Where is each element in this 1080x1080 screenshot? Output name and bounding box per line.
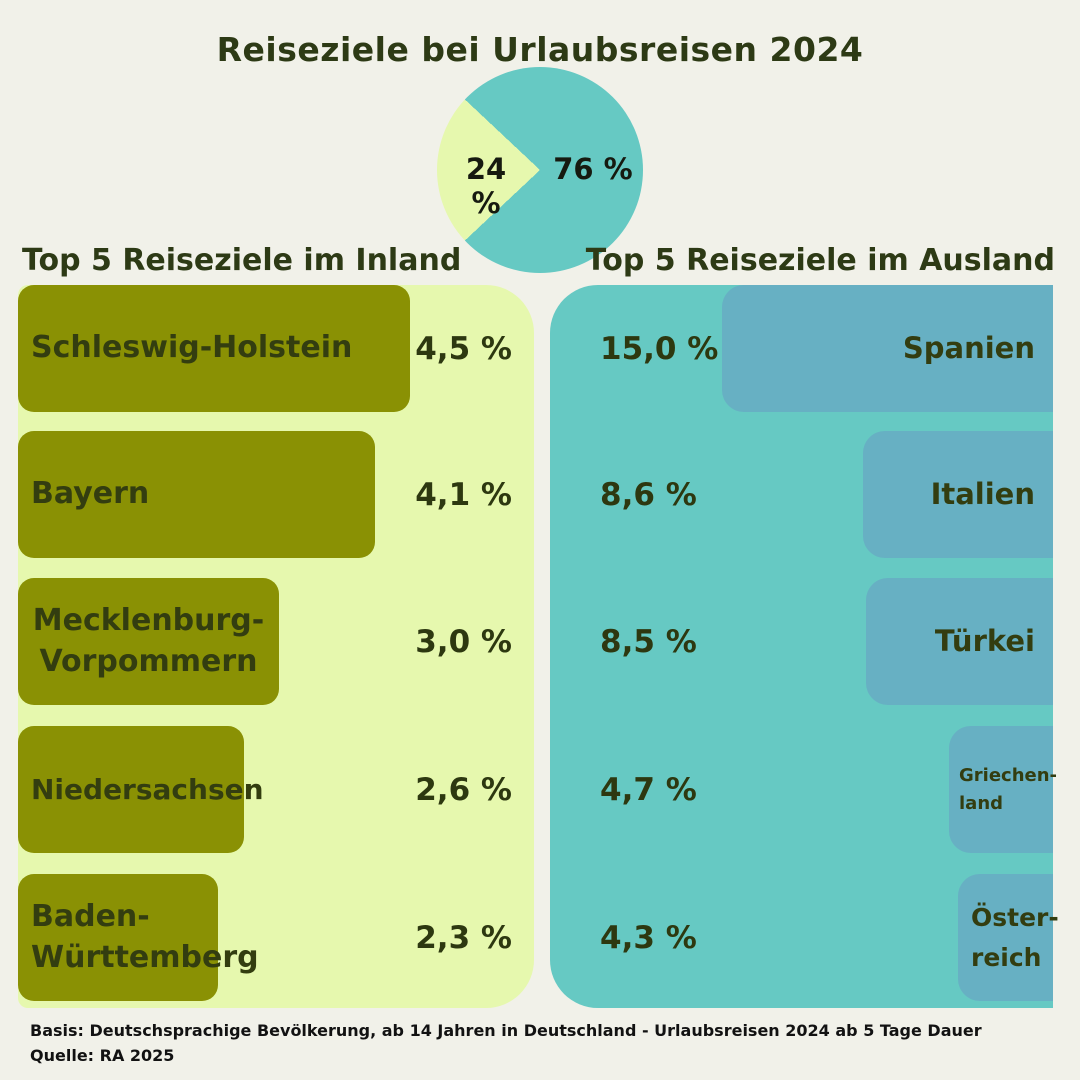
bar-value: 2,3 % [415, 919, 512, 956]
pie-label-ausland: 76 % [553, 152, 633, 186]
bar-value: 4,3 % [600, 919, 697, 956]
heading-inland: Top 5 Reiseziele im Inland [22, 243, 462, 278]
inland-row: Bayern 4,1 % [18, 431, 534, 558]
pie-chart [437, 67, 643, 273]
panel-ausland: Spanien 15,0 % Italien 8,6 % Türkei 8,5 … [550, 285, 1059, 1008]
inland-row: Baden- Württemberg 2,3 % [18, 874, 534, 1001]
bar-griechenland: Griechen- land [949, 726, 1058, 853]
footer-basis: Basis: Deutschsprachige Bevölkerung, ab … [30, 1021, 982, 1040]
bar-label-line2: land [959, 792, 1004, 814]
inland-row: Niedersachsen 2,6 % [18, 726, 534, 853]
ausland-row: Griechen- land 4,7 % [550, 726, 1058, 853]
footer-quelle: Quelle: RA 2025 [30, 1045, 175, 1065]
bar-italien: Italien [863, 431, 1053, 558]
page-title: Reiseziele bei Urlaubsreisen 2024 [216, 30, 864, 69]
bar-value: 15,0 % [600, 330, 719, 367]
bar-label-line2: Vorpommern [39, 643, 258, 679]
bar-label: Öster- [971, 902, 1059, 932]
bar-oesterreich: Öster- reich [958, 874, 1059, 1001]
ausland-row: Spanien 15,0 % [550, 285, 1053, 412]
bar-label: Schleswig-Holstein [31, 330, 353, 366]
ausland-row: Türkei 8,5 % [550, 578, 1053, 705]
bar-label: Mecklenburg- [32, 603, 265, 638]
bar-label: Griechen- [959, 764, 1058, 786]
ausland-row: Italien 8,6 % [550, 431, 1053, 558]
bar-label-line2: Württemberg [31, 939, 259, 975]
bar-value: 8,6 % [600, 476, 697, 513]
bar-label: Baden- [31, 899, 150, 934]
heading-ausland: Top 5 Reiseziele im Ausland [585, 243, 1055, 278]
panel-inland: Schleswig-Holstein 4,5 % Bayern 4,1 % Me… [18, 285, 534, 1008]
bar-label: Italien [930, 476, 1035, 511]
bar-value: 2,6 % [415, 771, 512, 808]
bar-bayern: Bayern [18, 431, 375, 558]
bar-label: Niedersachsen [31, 772, 264, 806]
bar-schleswig-holstein: Schleswig-Holstein [18, 285, 410, 412]
bar-label: Türkei [934, 623, 1035, 658]
bar-spanien: Spanien [722, 285, 1053, 412]
bar-value: 4,5 % [415, 330, 512, 367]
bar-niedersachsen: Niedersachsen [18, 726, 264, 853]
bar-mecklenburg-vorpommern: Mecklenburg- Vorpommern [18, 578, 279, 705]
footer: Basis: Deutschsprachige Bevölkerung, ab … [30, 1019, 982, 1069]
bar-value: 3,0 % [415, 623, 512, 660]
pie-label-inland: 24 % [465, 152, 507, 220]
inland-row: Schleswig-Holstein 4,5 % [18, 285, 534, 412]
bar-value: 8,5 % [600, 623, 697, 660]
bar-tuerkei: Türkei [866, 578, 1053, 705]
bar-label-line2: reich [971, 942, 1042, 972]
bar-label: Spanien [902, 330, 1035, 365]
bar-label: Bayern [31, 476, 150, 512]
bar-value: 4,1 % [415, 476, 512, 513]
bar-value: 4,7 % [600, 771, 697, 808]
ausland-row: Öster- reich 4,3 % [550, 874, 1059, 1001]
bar-baden-wuerttemberg: Baden- Württemberg [18, 874, 259, 1001]
inland-row: Mecklenburg- Vorpommern 3,0 % [18, 578, 534, 705]
